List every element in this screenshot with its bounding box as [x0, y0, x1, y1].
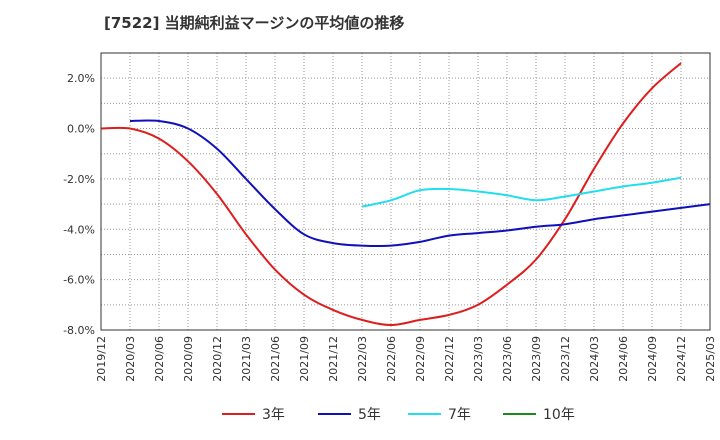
- x-tick-label: 2023/03: [472, 336, 485, 382]
- x-tick-label: 2023/12: [559, 336, 572, 382]
- x-tick-label: 2022/09: [414, 336, 427, 382]
- x-tick-label: 2020/03: [124, 336, 137, 382]
- y-axis-ticks: 2.0% 0.0% -2.0% -4.0% -6.0% -8.0%: [63, 72, 95, 337]
- x-tick-label: 2022/06: [385, 336, 398, 382]
- x-tick-label: 2023/06: [501, 336, 514, 382]
- legend-label: 5年: [358, 407, 381, 423]
- y-tick-label: -4.0%: [63, 223, 95, 236]
- y-tick-label: -8.0%: [63, 324, 95, 337]
- x-tick-label: 2021/03: [240, 336, 253, 382]
- x-tick-label: 2022/12: [443, 336, 456, 382]
- x-tick-label: 2023/09: [530, 336, 543, 382]
- legend: 3年 5年 7年 10年: [222, 407, 575, 423]
- x-tick-label: 2021/06: [269, 336, 282, 382]
- legend-label: 10年: [543, 407, 575, 423]
- x-tick-label: 2020/09: [182, 336, 195, 382]
- x-axis-ticks: 2019/12 2020/03 2020/06 2020/09 2020/12 2021/…: [95, 336, 717, 382]
- x-tick-label: 2025/03: [704, 336, 717, 382]
- y-tick-label: 0.0%: [67, 123, 95, 136]
- legend-label: 3年: [262, 407, 285, 423]
- legend-label: 7年: [448, 407, 471, 423]
- series-line-7年: [361, 176, 682, 208]
- series-lines: [100, 62, 711, 327]
- x-tick-label: 2019/12: [95, 336, 108, 382]
- plot-frame: [100, 52, 711, 331]
- y-tick-label: -6.0%: [63, 274, 95, 287]
- y-tick-label: 2.0%: [67, 72, 95, 85]
- x-tick-label: 2024/12: [675, 336, 688, 382]
- x-tick-label: 2022/03: [356, 336, 369, 382]
- series-line-3年: [100, 62, 682, 327]
- y-tick-label: -2.0%: [63, 173, 95, 186]
- x-tick-label: 2020/12: [211, 336, 224, 382]
- x-tick-label: 2024/03: [588, 336, 601, 382]
- x-tick-label: 2020/06: [153, 336, 166, 382]
- x-tick-label: 2021/09: [298, 336, 311, 382]
- x-tick-label: 2024/09: [646, 336, 659, 382]
- x-tick-label: 2021/12: [327, 336, 340, 382]
- grid: [101, 53, 710, 330]
- series-line-5年: [129, 119, 711, 248]
- chart-title: [7522] 当期純利益マージンの平均値の推移: [104, 14, 405, 32]
- x-tick-label: 2024/06: [617, 336, 630, 382]
